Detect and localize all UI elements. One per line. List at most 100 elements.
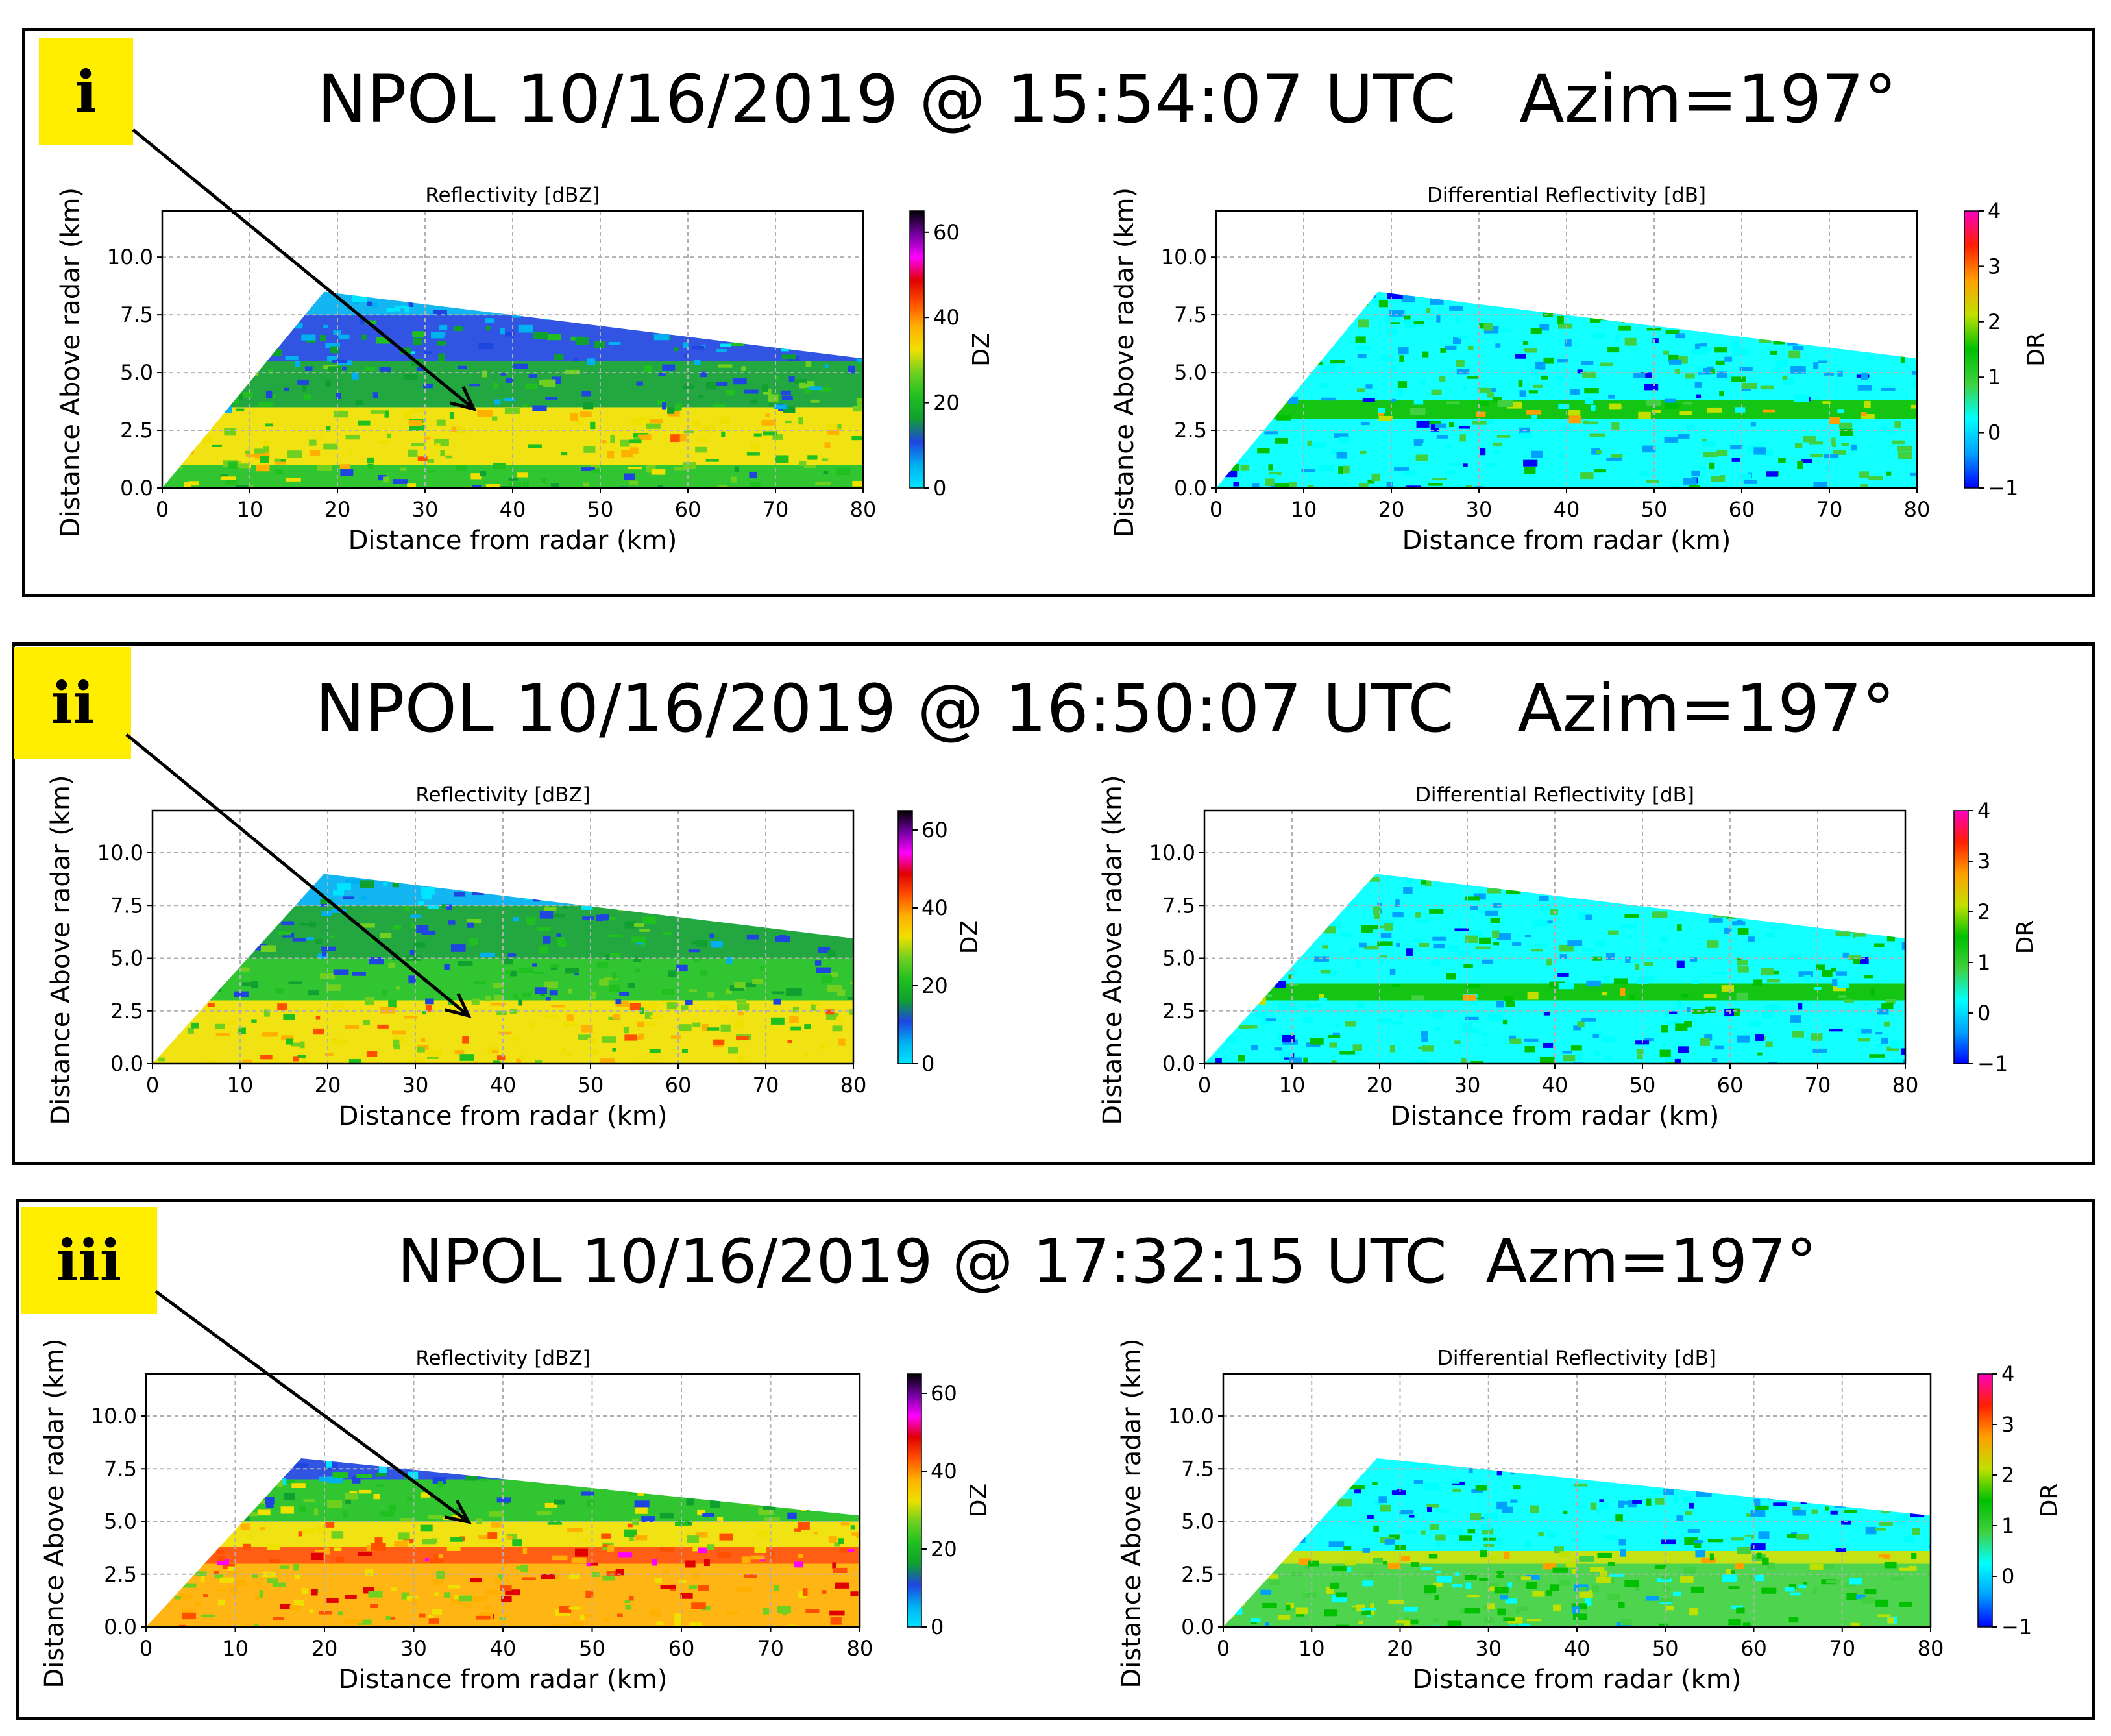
echo-speckle [1695, 1550, 1705, 1558]
echo-speckle [297, 380, 309, 385]
echo-speckle [1302, 1016, 1314, 1023]
echo-speckle [1716, 449, 1728, 456]
echo-speckle [1659, 1598, 1673, 1602]
echo-speckle [718, 1004, 725, 1010]
echo-speckle [700, 970, 707, 977]
echo-speckle [615, 999, 622, 1005]
echo-speckle [1912, 1528, 1920, 1535]
echo-speckle [638, 434, 652, 440]
echo-speckle [1731, 1537, 1744, 1541]
echo-speckle [1738, 473, 1751, 480]
echo-speckle [1564, 339, 1572, 347]
echo-speckle [1901, 942, 1905, 950]
echo-speckle [436, 340, 446, 346]
echo-speckle [348, 1059, 361, 1064]
echo-speckle [1473, 893, 1486, 900]
echo-speckle [1861, 414, 1875, 419]
echo-speckle [1782, 375, 1788, 380]
echo-speckle [454, 892, 465, 897]
echo-speckle [1607, 347, 1620, 353]
echo-speckle [1790, 365, 1806, 374]
echo-speckle [849, 1009, 853, 1015]
echo-speckle [1295, 1607, 1308, 1615]
echo-speckle [1678, 1046, 1689, 1053]
colorbar [909, 210, 925, 489]
echo-speckle [697, 1509, 705, 1516]
echo-speckle [1736, 992, 1748, 1001]
echo-speckle [1546, 1590, 1553, 1596]
echo-speckle [1541, 375, 1548, 380]
echo-speckle [821, 975, 832, 983]
echo-speckle [1489, 1583, 1499, 1587]
echo-speckle [1787, 1534, 1798, 1539]
echo-speckle [1624, 337, 1637, 346]
echo-speckle [491, 1050, 498, 1053]
echo-speckle [522, 1577, 536, 1580]
x-tick-label: 40 [1564, 1636, 1591, 1661]
echo-speckle [1432, 477, 1447, 481]
echo-speckle [438, 353, 445, 361]
echo-speckle [392, 882, 399, 888]
echo-speckle [518, 324, 533, 333]
echo-speckle [1798, 1584, 1807, 1589]
echo-speckle [412, 408, 426, 413]
echo-speckle [1811, 1509, 1818, 1514]
echo-speckle [434, 1592, 439, 1596]
echo-speckle [280, 1506, 294, 1514]
echo-speckle [1833, 450, 1846, 455]
echo-speckle [1391, 984, 1400, 987]
echo-speckle [561, 1047, 566, 1055]
echo-speckle [636, 381, 643, 386]
x-tick-label: 70 [763, 497, 789, 522]
x-tick-label: 10 [1299, 1636, 1325, 1661]
colorbar-label: DR [2036, 1484, 2063, 1518]
echo-speckle [1627, 1500, 1637, 1508]
echo-speckle [644, 1003, 659, 1009]
echo-speckle [262, 1032, 278, 1037]
echo-speckle [1479, 401, 1489, 406]
echo-speckle [832, 1025, 843, 1032]
echo-speckle [744, 389, 759, 394]
colorbar-tick-label: 4 [2001, 1362, 2014, 1386]
echo-speckle [374, 1537, 383, 1544]
y-tick-label: 5.0 [1181, 1510, 1214, 1534]
echo-speckle [426, 1005, 432, 1012]
echo-speckle [1711, 1058, 1718, 1062]
echo-speckle [532, 963, 537, 967]
echo-speckle [309, 1609, 314, 1613]
echo-speckle [1748, 936, 1755, 942]
echo-speckle [409, 949, 415, 956]
echo-speckle [406, 1595, 419, 1601]
echo-speckle [1707, 1539, 1724, 1543]
echo-speckle [696, 940, 707, 947]
echo-speckle [450, 1600, 462, 1604]
echo-speckle [281, 1035, 294, 1040]
echo-speckle [1585, 1598, 1592, 1606]
echo-speckle [1268, 464, 1273, 471]
echo-speckle [234, 991, 249, 997]
echo-speckle [1298, 1558, 1312, 1565]
echo-speckle [624, 1529, 637, 1537]
echo-speckle [509, 970, 517, 977]
echo-speckle [228, 1021, 236, 1025]
echo-speckle [1535, 943, 1548, 947]
echo-speckle [1413, 938, 1421, 943]
echo-speckle [1358, 942, 1367, 948]
echo-speckle [260, 1527, 265, 1531]
echo-speckle [792, 1007, 799, 1013]
echo-speckle [513, 993, 518, 999]
echo-speckle [1426, 308, 1431, 313]
echo-speckle [1761, 1012, 1774, 1018]
echo-speckle [1421, 1567, 1432, 1571]
echo-speckle [798, 1522, 810, 1530]
echo-speckle [1822, 970, 1833, 977]
echo-speckle [295, 1574, 300, 1579]
echo-speckle [1709, 1553, 1714, 1561]
echo-speckle [1619, 988, 1626, 996]
echo-speckle [794, 1561, 803, 1568]
echo-speckle [493, 463, 506, 470]
echo-speckle [781, 390, 791, 395]
echo-speckle [1605, 953, 1615, 960]
echo-speckle [1721, 985, 1735, 992]
echo-speckle [596, 914, 603, 922]
